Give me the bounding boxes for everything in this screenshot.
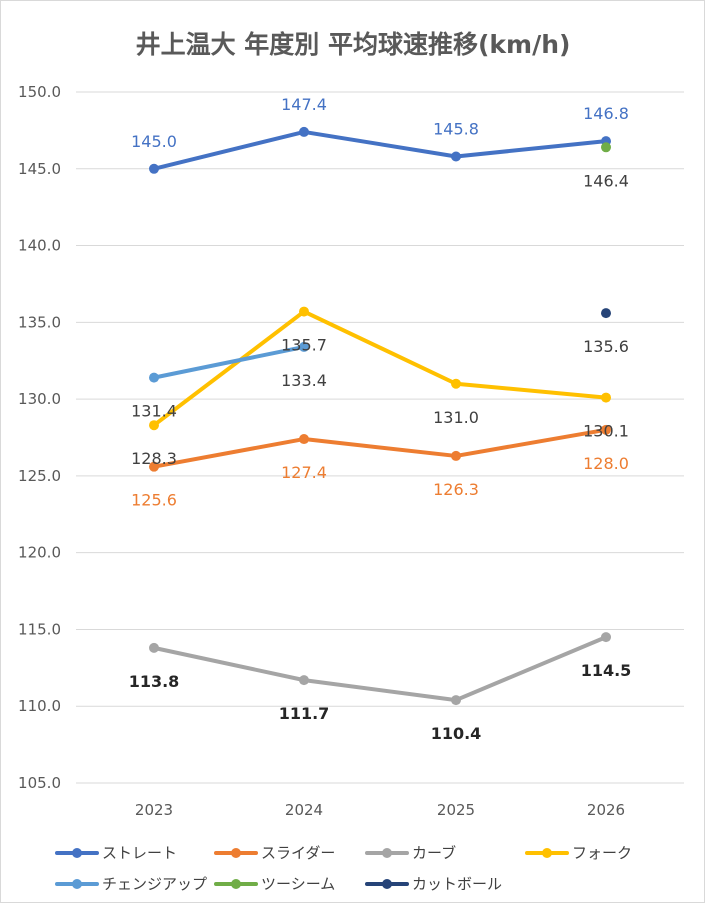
legend-label: チェンジアップ — [102, 875, 207, 893]
legend-label: カットボール — [412, 875, 502, 893]
legend-label: カーブ — [412, 844, 456, 862]
series-7 — [601, 308, 611, 319]
data-labels: 145.0 147.4 145.8 146.8 125.6 127.4 126.3 128.0… — [129, 95, 632, 743]
data-point[interactable] — [149, 163, 159, 174]
gridlines — [76, 91, 684, 784]
data-point[interactable] — [149, 461, 159, 472]
legend-marker — [231, 848, 241, 858]
y-tick-label: 110.0 — [18, 697, 61, 715]
data-label: 111.7 — [279, 704, 330, 723]
y-tick-label: 145.0 — [18, 160, 61, 178]
legend-label: スライダー — [261, 844, 335, 862]
series-line — [152, 344, 306, 380]
legend-marker — [382, 848, 392, 858]
data-point[interactable] — [299, 306, 309, 317]
y-tick-label: 120.0 — [18, 544, 61, 562]
legend-item[interactable]: チェンジアップ — [55, 875, 207, 893]
x-axis: 2023 2024 2025 2026 — [135, 801, 625, 819]
series-line — [152, 129, 608, 171]
data-point[interactable] — [601, 632, 611, 643]
data-point[interactable] — [299, 126, 309, 137]
data-label: 147.4 — [281, 95, 327, 114]
data-point[interactable] — [451, 151, 461, 162]
data-label: 135.6 — [583, 337, 629, 356]
data-point[interactable] — [451, 450, 461, 461]
y-tick-label: 105.0 — [18, 774, 61, 792]
data-point[interactable] — [299, 675, 309, 686]
chart-title: 井上温大 年度別 平均球速推移(km/h) — [136, 30, 571, 59]
legend-label: フォーク — [572, 844, 632, 862]
data-point[interactable] — [601, 142, 611, 153]
data-label: 130.1 — [583, 422, 629, 441]
data-label: 131.0 — [433, 408, 479, 427]
data-label: 126.3 — [433, 480, 479, 499]
series-2 — [149, 424, 611, 472]
data-label: 131.4 — [131, 402, 177, 421]
legend-item[interactable]: カーブ — [365, 844, 456, 862]
legend-marker — [72, 848, 82, 858]
data-point[interactable] — [601, 308, 611, 319]
series-group — [149, 126, 611, 706]
legend-label: ツーシーム — [261, 875, 335, 893]
legend-marker — [542, 848, 552, 858]
legend-marker — [382, 879, 392, 889]
legend-item[interactable]: フォーク — [525, 844, 632, 862]
series-6 — [601, 142, 611, 153]
series-line — [152, 427, 608, 469]
data-label: 146.4 — [583, 171, 629, 190]
x-tick-label: 2024 — [285, 801, 323, 819]
legend-label: ストレート — [102, 844, 177, 862]
data-point[interactable] — [149, 420, 159, 431]
data-label: 125.6 — [131, 491, 177, 510]
data-point[interactable] — [149, 642, 159, 653]
data-label: 135.7 — [281, 336, 327, 355]
y-tick-label: 130.0 — [18, 390, 61, 408]
series-1 — [149, 126, 611, 174]
data-point[interactable] — [299, 434, 309, 445]
data-point[interactable] — [299, 341, 309, 352]
series-5 — [149, 341, 309, 383]
y-tick-label: 135.0 — [18, 313, 61, 331]
series-line — [152, 309, 608, 428]
y-tick-label: 115.0 — [18, 620, 61, 638]
data-label: 128.0 — [583, 454, 629, 473]
data-point[interactable] — [601, 392, 611, 403]
series-line — [152, 635, 608, 703]
legend-item[interactable]: カットボール — [365, 875, 502, 893]
legend-item[interactable]: ストレート — [55, 844, 177, 862]
legend-item[interactable]: ツーシーム — [214, 875, 335, 893]
data-label: 114.5 — [581, 661, 632, 680]
data-label: 133.4 — [281, 371, 327, 390]
legend-marker — [72, 879, 82, 889]
data-label: 128.3 — [131, 449, 177, 468]
y-tick-label: 125.0 — [18, 467, 61, 485]
data-label: 127.4 — [281, 463, 327, 482]
y-tick-label: 140.0 — [18, 237, 61, 255]
x-tick-label: 2025 — [437, 801, 475, 819]
legend-item[interactable]: スライダー — [214, 844, 335, 862]
x-tick-label: 2026 — [587, 801, 625, 819]
series-3 — [149, 632, 611, 706]
y-tick-label: 150.0 — [18, 83, 61, 101]
legend-marker — [231, 879, 241, 889]
series-4 — [149, 306, 611, 431]
data-label: 146.8 — [583, 104, 629, 123]
y-axis: 105.0 110.0 115.0 120.0 125.0 130.0 135.0 140.0… — [18, 83, 61, 792]
data-label: 145.8 — [433, 119, 479, 138]
data-label: 110.4 — [431, 724, 482, 743]
data-point[interactable] — [451, 695, 461, 706]
data-label: 113.8 — [129, 672, 180, 691]
x-tick-label: 2023 — [135, 801, 173, 819]
data-point[interactable] — [149, 372, 159, 383]
data-point[interactable] — [451, 378, 461, 389]
data-label: 145.0 — [131, 132, 177, 151]
data-point[interactable] — [601, 424, 611, 435]
